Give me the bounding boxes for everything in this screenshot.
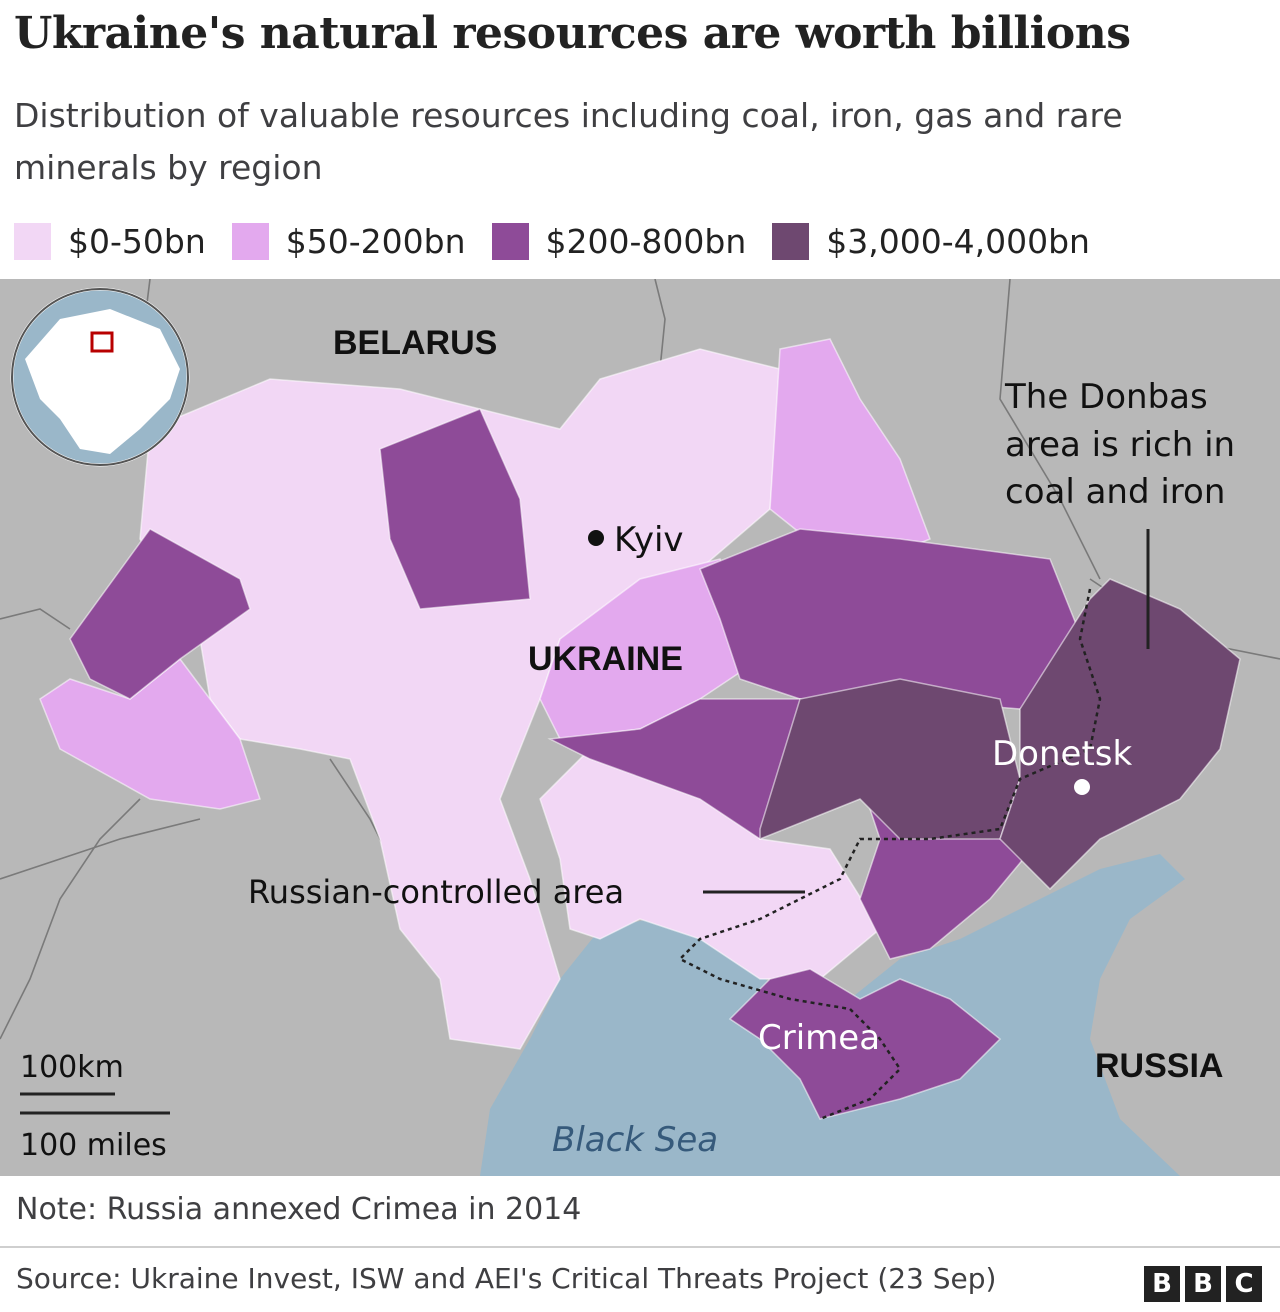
map-svg: BELARUS UKRAINE RUSSIA Kyiv Donetsk Crim… bbox=[0, 279, 1280, 1176]
region-zhytomyr bbox=[379, 408, 531, 610]
label-donbas-line3: coal and iron bbox=[1005, 472, 1225, 512]
label-donbas-line1: The Donbas bbox=[1004, 377, 1208, 417]
legend-swatch bbox=[491, 222, 529, 260]
chart-title: Ukraine's natural resources are worth bi… bbox=[14, 8, 1131, 59]
bbc-logo: B B C bbox=[1144, 1266, 1267, 1302]
legend-item-50-200bn: $50-200bn bbox=[231, 221, 466, 261]
legend-label: $50-200bn bbox=[285, 221, 466, 261]
legend-swatch bbox=[14, 222, 51, 260]
border-line bbox=[0, 608, 71, 630]
globe-outline bbox=[11, 288, 189, 466]
label-belarus: BELARUS bbox=[333, 324, 497, 362]
bbc-logo-letter: C bbox=[1226, 1266, 1262, 1302]
label-black-sea: Black Sea bbox=[552, 1120, 718, 1160]
legend-label: $0-50bn bbox=[68, 221, 206, 261]
legend-item-0-50bn: $0-50bn bbox=[14, 222, 206, 261]
region-sumy bbox=[769, 338, 931, 560]
border-line bbox=[0, 798, 141, 1040]
legend-item-3000-4000bn: $3,000-4,000bn bbox=[772, 222, 1090, 261]
regions bbox=[39, 338, 1241, 1120]
kyiv-marker bbox=[588, 530, 604, 546]
legend-label: $200-800bn bbox=[545, 221, 747, 261]
region-dnipro-east bbox=[759, 678, 1021, 841]
region-lviv bbox=[69, 528, 251, 700]
russian-controlled-boundary bbox=[677, 588, 1102, 1121]
label-russia: RUSSIA bbox=[1095, 1047, 1223, 1085]
border-line bbox=[0, 818, 201, 880]
region-crimea bbox=[728, 968, 1002, 1120]
legend-item-200-800bn: $200-800bn bbox=[491, 221, 747, 261]
legend-swatch bbox=[231, 222, 269, 260]
donetsk-marker bbox=[1074, 779, 1090, 795]
chart-subtitle: Distribution of valuable resources inclu… bbox=[14, 96, 1123, 187]
label-kyiv: Kyiv bbox=[614, 520, 684, 560]
label-donbas-line2: area is rich in bbox=[1005, 425, 1235, 465]
label-russian-controlled: Russian-controlled area bbox=[248, 873, 624, 911]
source-text: Source: Ukraine Invest, ISW and AEI's Cr… bbox=[16, 1262, 997, 1295]
label-donetsk: Donetsk bbox=[992, 734, 1132, 774]
globe-land bbox=[25, 309, 180, 454]
label-crimea: Crimea bbox=[758, 1018, 880, 1058]
footer-divider bbox=[0, 1246, 1280, 1248]
legend-label: $3,000-4,000bn bbox=[826, 221, 1090, 261]
bbc-logo-letter: B bbox=[1185, 1266, 1221, 1302]
region-light-south bbox=[539, 748, 881, 980]
map: BELARUS UKRAINE RUSSIA Kyiv Donetsk Crim… bbox=[0, 279, 1280, 1176]
region-zakarpattia bbox=[39, 657, 261, 810]
locator-globe bbox=[10, 287, 190, 467]
note-text: Note: Russia annexed Crimea in 2014 bbox=[16, 1192, 582, 1227]
label-ukraine: UKRAINE bbox=[528, 640, 683, 678]
locator-box-icon bbox=[90, 331, 114, 353]
legend: $0-50bn $50-200bn $200-800bn $3,000-4,00… bbox=[14, 216, 1116, 266]
region-light bbox=[139, 348, 781, 1050]
black-sea bbox=[480, 854, 1185, 1176]
scale-label-miles: 100 miles bbox=[20, 1128, 167, 1163]
border-line bbox=[999, 279, 1101, 580]
scale-label-km: 100km bbox=[20, 1050, 124, 1085]
legend-swatch bbox=[772, 222, 810, 260]
bbc-logo-letter: B bbox=[1144, 1266, 1180, 1302]
region-donbas bbox=[999, 578, 1241, 891]
